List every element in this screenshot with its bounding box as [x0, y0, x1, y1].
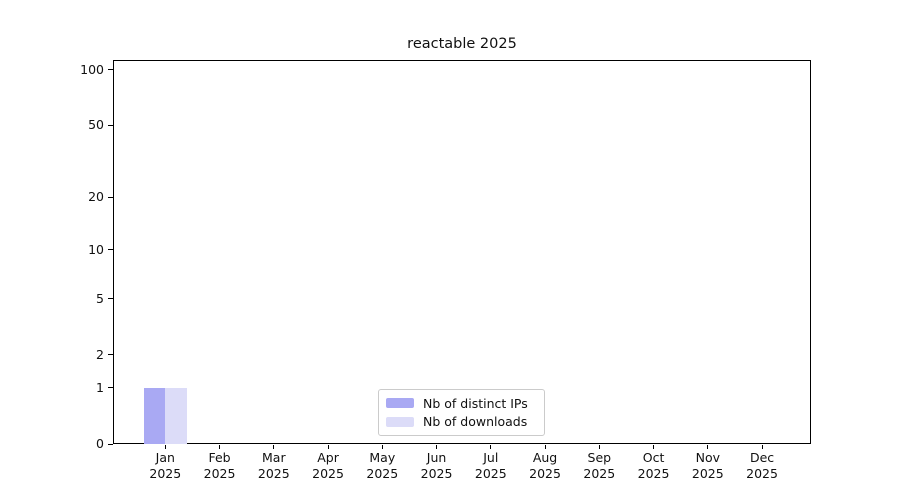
x-tick-apr — [327, 445, 329, 449]
legend-swatch-distinct-ips — [386, 397, 414, 409]
x-tick-label-jan: Jan 2025 — [149, 450, 182, 481]
plot-area — [113, 60, 811, 444]
x-tick-jan — [164, 445, 166, 449]
x-tick-feb — [219, 445, 221, 449]
y-tick-2 — [108, 354, 113, 356]
x-tick-oct — [653, 445, 655, 449]
x-tick-label-aug: Aug 2025 — [529, 450, 561, 481]
x-tick-mar — [273, 445, 275, 449]
y-tick-label-50: 50 — [88, 117, 104, 133]
y-tick-label-100: 100 — [80, 61, 104, 77]
y-tick-label-2: 2 — [96, 346, 104, 362]
x-tick-label-sep: Sep 2025 — [583, 450, 616, 481]
legend-item-distinct-ips: Nb of distinct IPs — [386, 396, 537, 411]
y-tick-label-0: 0 — [96, 436, 104, 451]
legend-swatch-downloads — [386, 416, 414, 428]
legend: Nb of distinct IPs Nb of downloads — [378, 389, 545, 436]
bar-jan-series1 — [165, 387, 187, 444]
legend-item-downloads: Nb of downloads — [386, 414, 537, 429]
x-tick-jun — [436, 445, 438, 449]
x-tick-sep — [598, 445, 600, 449]
x-tick-may — [381, 445, 383, 449]
x-tick-aug — [544, 445, 546, 449]
y-tick-10 — [108, 249, 113, 251]
y-tick-label-20: 20 — [88, 189, 104, 205]
x-tick-label-dec: Dec 2025 — [746, 450, 778, 481]
y-tick-1 — [108, 387, 113, 389]
legend-label-distinct-ips: Nb of distinct IPs — [423, 395, 528, 411]
y-tick-label-5: 5 — [96, 290, 104, 306]
x-tick-label-jul: Jul 2025 — [474, 450, 507, 481]
y-tick-label-1: 1 — [96, 379, 104, 395]
y-tick-label-10: 10 — [88, 241, 104, 257]
y-tick-5 — [108, 298, 113, 300]
x-tick-label-may: May 2025 — [366, 450, 399, 481]
x-tick-label-feb: Feb 2025 — [203, 450, 236, 481]
x-tick-dec — [761, 445, 763, 449]
x-tick-label-oct: Oct 2025 — [637, 450, 670, 481]
bar-jan-series0 — [143, 387, 166, 444]
x-tick-nov — [707, 445, 709, 449]
x-tick-jul — [490, 445, 492, 449]
y-tick-0 — [108, 443, 113, 445]
x-tick-label-nov: Nov 2025 — [691, 450, 724, 481]
x-tick-label-mar: Mar 2025 — [257, 450, 290, 481]
y-tick-100 — [108, 69, 113, 71]
y-tick-50 — [108, 124, 113, 126]
x-tick-label-jun: Jun 2025 — [420, 450, 453, 481]
legend-label-downloads: Nb of downloads — [423, 414, 528, 430]
y-tick-20 — [108, 196, 113, 198]
x-tick-label-apr: Apr 2025 — [312, 450, 344, 481]
chart-title: reactable 2025 — [407, 36, 517, 52]
